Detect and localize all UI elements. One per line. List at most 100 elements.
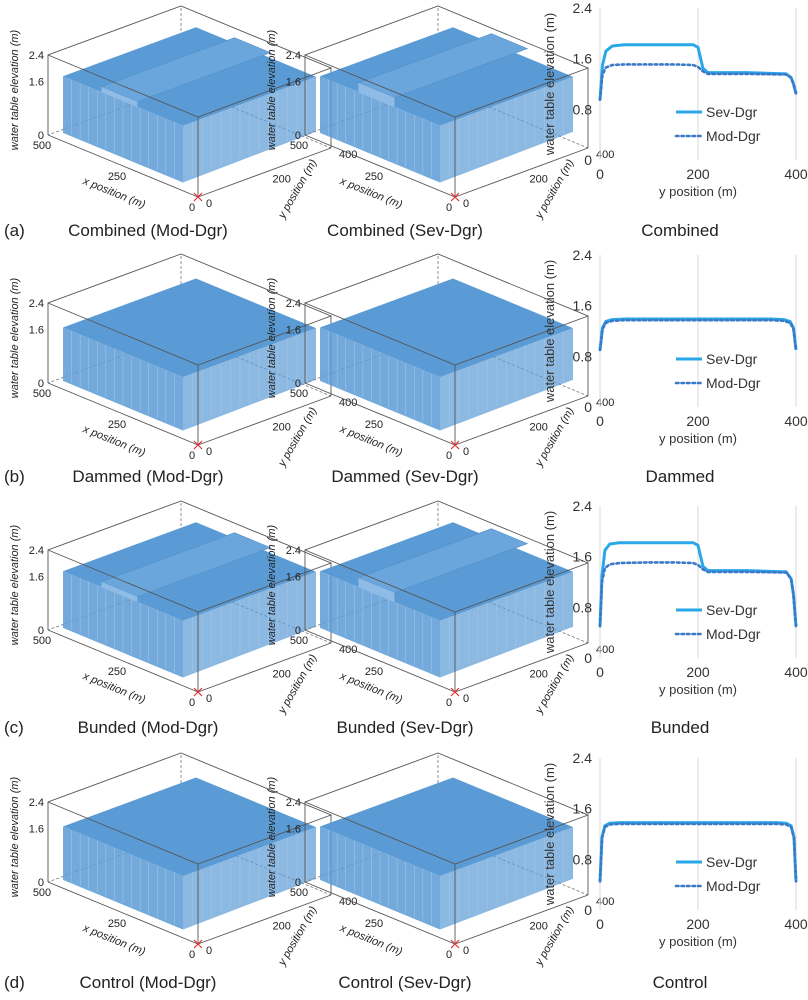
z-axis-label: water table elevation (m) [266,277,278,398]
y-tick-label: 0.8 [573,599,593,615]
z-tick-label: 1.6 [286,824,301,836]
surface-raised-zone [357,528,529,593]
z-tick-label: 1.6 [29,572,44,584]
legend-label-sev-dgr: Sev-Dgr [706,351,758,367]
box-top-edges [304,752,590,882]
origin-mark [450,939,460,949]
x-tick-label: 250 [365,171,383,183]
legend-label-sev-dgr: Sev-Dgr [706,854,758,870]
box-top-edges [304,253,590,383]
box-top-edges [304,5,590,135]
origin-mark [193,939,203,949]
y-tick-label: 400 [596,149,614,161]
x-tick-label: 0 [596,664,604,680]
x-tick-label: 200 [686,413,710,429]
y-tick-label: 0 [206,693,212,705]
z-tick-label: 0 [295,625,301,637]
x-tick-label: 400 [784,413,808,429]
z-tick-label: 1.6 [29,824,44,836]
z-tick-label: 2.4 [286,545,301,557]
y-tick-label: 1.6 [573,51,593,67]
y-tick-label: 400 [339,644,357,656]
box-bottom-front-edge [304,134,456,198]
y-axis-label: water table elevation (m) [542,511,557,654]
box-bottom-right-edge [454,894,589,945]
z-tick-label: 0 [295,378,301,390]
y-tick-label: 2.4 [573,247,593,263]
y-tick-label: 0 [584,902,592,918]
x-tick-label: 250 [108,666,126,678]
y-tick-label: 0.8 [573,851,593,867]
x-axis-label: y position (m) [659,184,737,199]
legend-label-sev-dgr: Sev-Dgr [706,602,758,618]
x-tick-label: 0 [596,413,604,429]
surface-top [63,278,316,378]
y-axis-label: y position (m) [533,405,577,469]
y-axis-label: y position (m) [276,405,320,469]
y-tick-label: 2.4 [573,0,593,16]
panel-letter-a: (a) [4,221,25,240]
x-tick-label: 200 [686,916,710,932]
box-bottom-right-edge [197,395,332,446]
captions: (a) Combined (Mod-Dgr) Combined (Sev-Dgr… [4,221,719,992]
z-tick-label: 1.6 [286,325,301,337]
y-axis-label: water table elevation (m) [542,763,557,906]
box-bottom-right-edge [197,642,332,693]
x-tick-label: 0 [189,450,195,462]
z-tick-label: 0 [38,378,44,390]
z-tick-label: 0 [295,130,301,142]
x-tick-label: 500 [33,388,51,400]
origin-mark [193,192,203,202]
z-tick-label: 1.6 [286,572,301,584]
z-axis-label: water table elevation (m) [266,524,278,645]
box-top-edges [47,500,333,630]
box-top-edges [47,5,333,135]
y-tick-label: 0 [463,198,469,210]
x-tick-label: 0 [446,697,452,709]
y-tick-label: 0 [584,152,592,168]
caption-b-sev: Dammed (Sev-Dgr) [331,467,478,486]
y-tick-label: 2.4 [573,750,593,766]
y-axis-label: y position (m) [276,904,320,968]
caption-a-mod: Combined (Mod-Dgr) [68,221,228,240]
caption-d-mod: Control (Mod-Dgr) [80,973,217,992]
legend-label-sev-dgr: Sev-Dgr [706,104,758,120]
z-tick-label: 0 [38,877,44,889]
caption-c-line: Bunded [651,718,710,737]
x-tick-label: 400 [784,664,808,680]
series-line-mod-dgr [598,63,798,102]
caption-b-mod: Dammed (Mod-Dgr) [72,467,223,486]
y-tick-label: 200 [530,669,548,681]
line-plot-a: 2.4 1.6 0.8 00 200 400 y position (m) water tab… [542,0,808,199]
y-tick-label: 0 [463,693,469,705]
x-axis-label: y position (m) [659,934,737,949]
y-axis-label: y position (m) [533,904,577,968]
z-tick-label: 1.6 [286,77,301,89]
y-tick-label: 2.4 [573,498,593,514]
line-plot-b: 2.4 1.6 0.8 00 200 400 y position (m) water tab… [542,247,808,446]
y-tick-label: 200 [530,921,548,933]
origin-mark [450,687,460,697]
x-tick-label: 200 [686,166,710,182]
surface-raised-zone [100,532,272,597]
x-tick-label: 500 [33,635,51,647]
series-line-mod-dgr [598,318,798,352]
surface-top [320,278,573,378]
y-tick-label: 1.6 [573,298,593,314]
panel-letter-c: (c) [4,718,24,737]
caption-a-line: Combined [641,221,719,240]
x-tick-label: 0 [596,916,604,932]
legend-label-mod-dgr: Mod-Dgr [706,626,761,642]
z-axis-label: water table elevation (m) [9,29,21,150]
box-bottom-front-edge [304,382,456,446]
z-tick-label: 2.4 [29,545,44,557]
y-tick-label: 200 [530,174,548,186]
origin-mark [193,687,203,697]
z-tick-label: 0 [38,625,44,637]
y-tick-label: 400 [339,149,357,161]
